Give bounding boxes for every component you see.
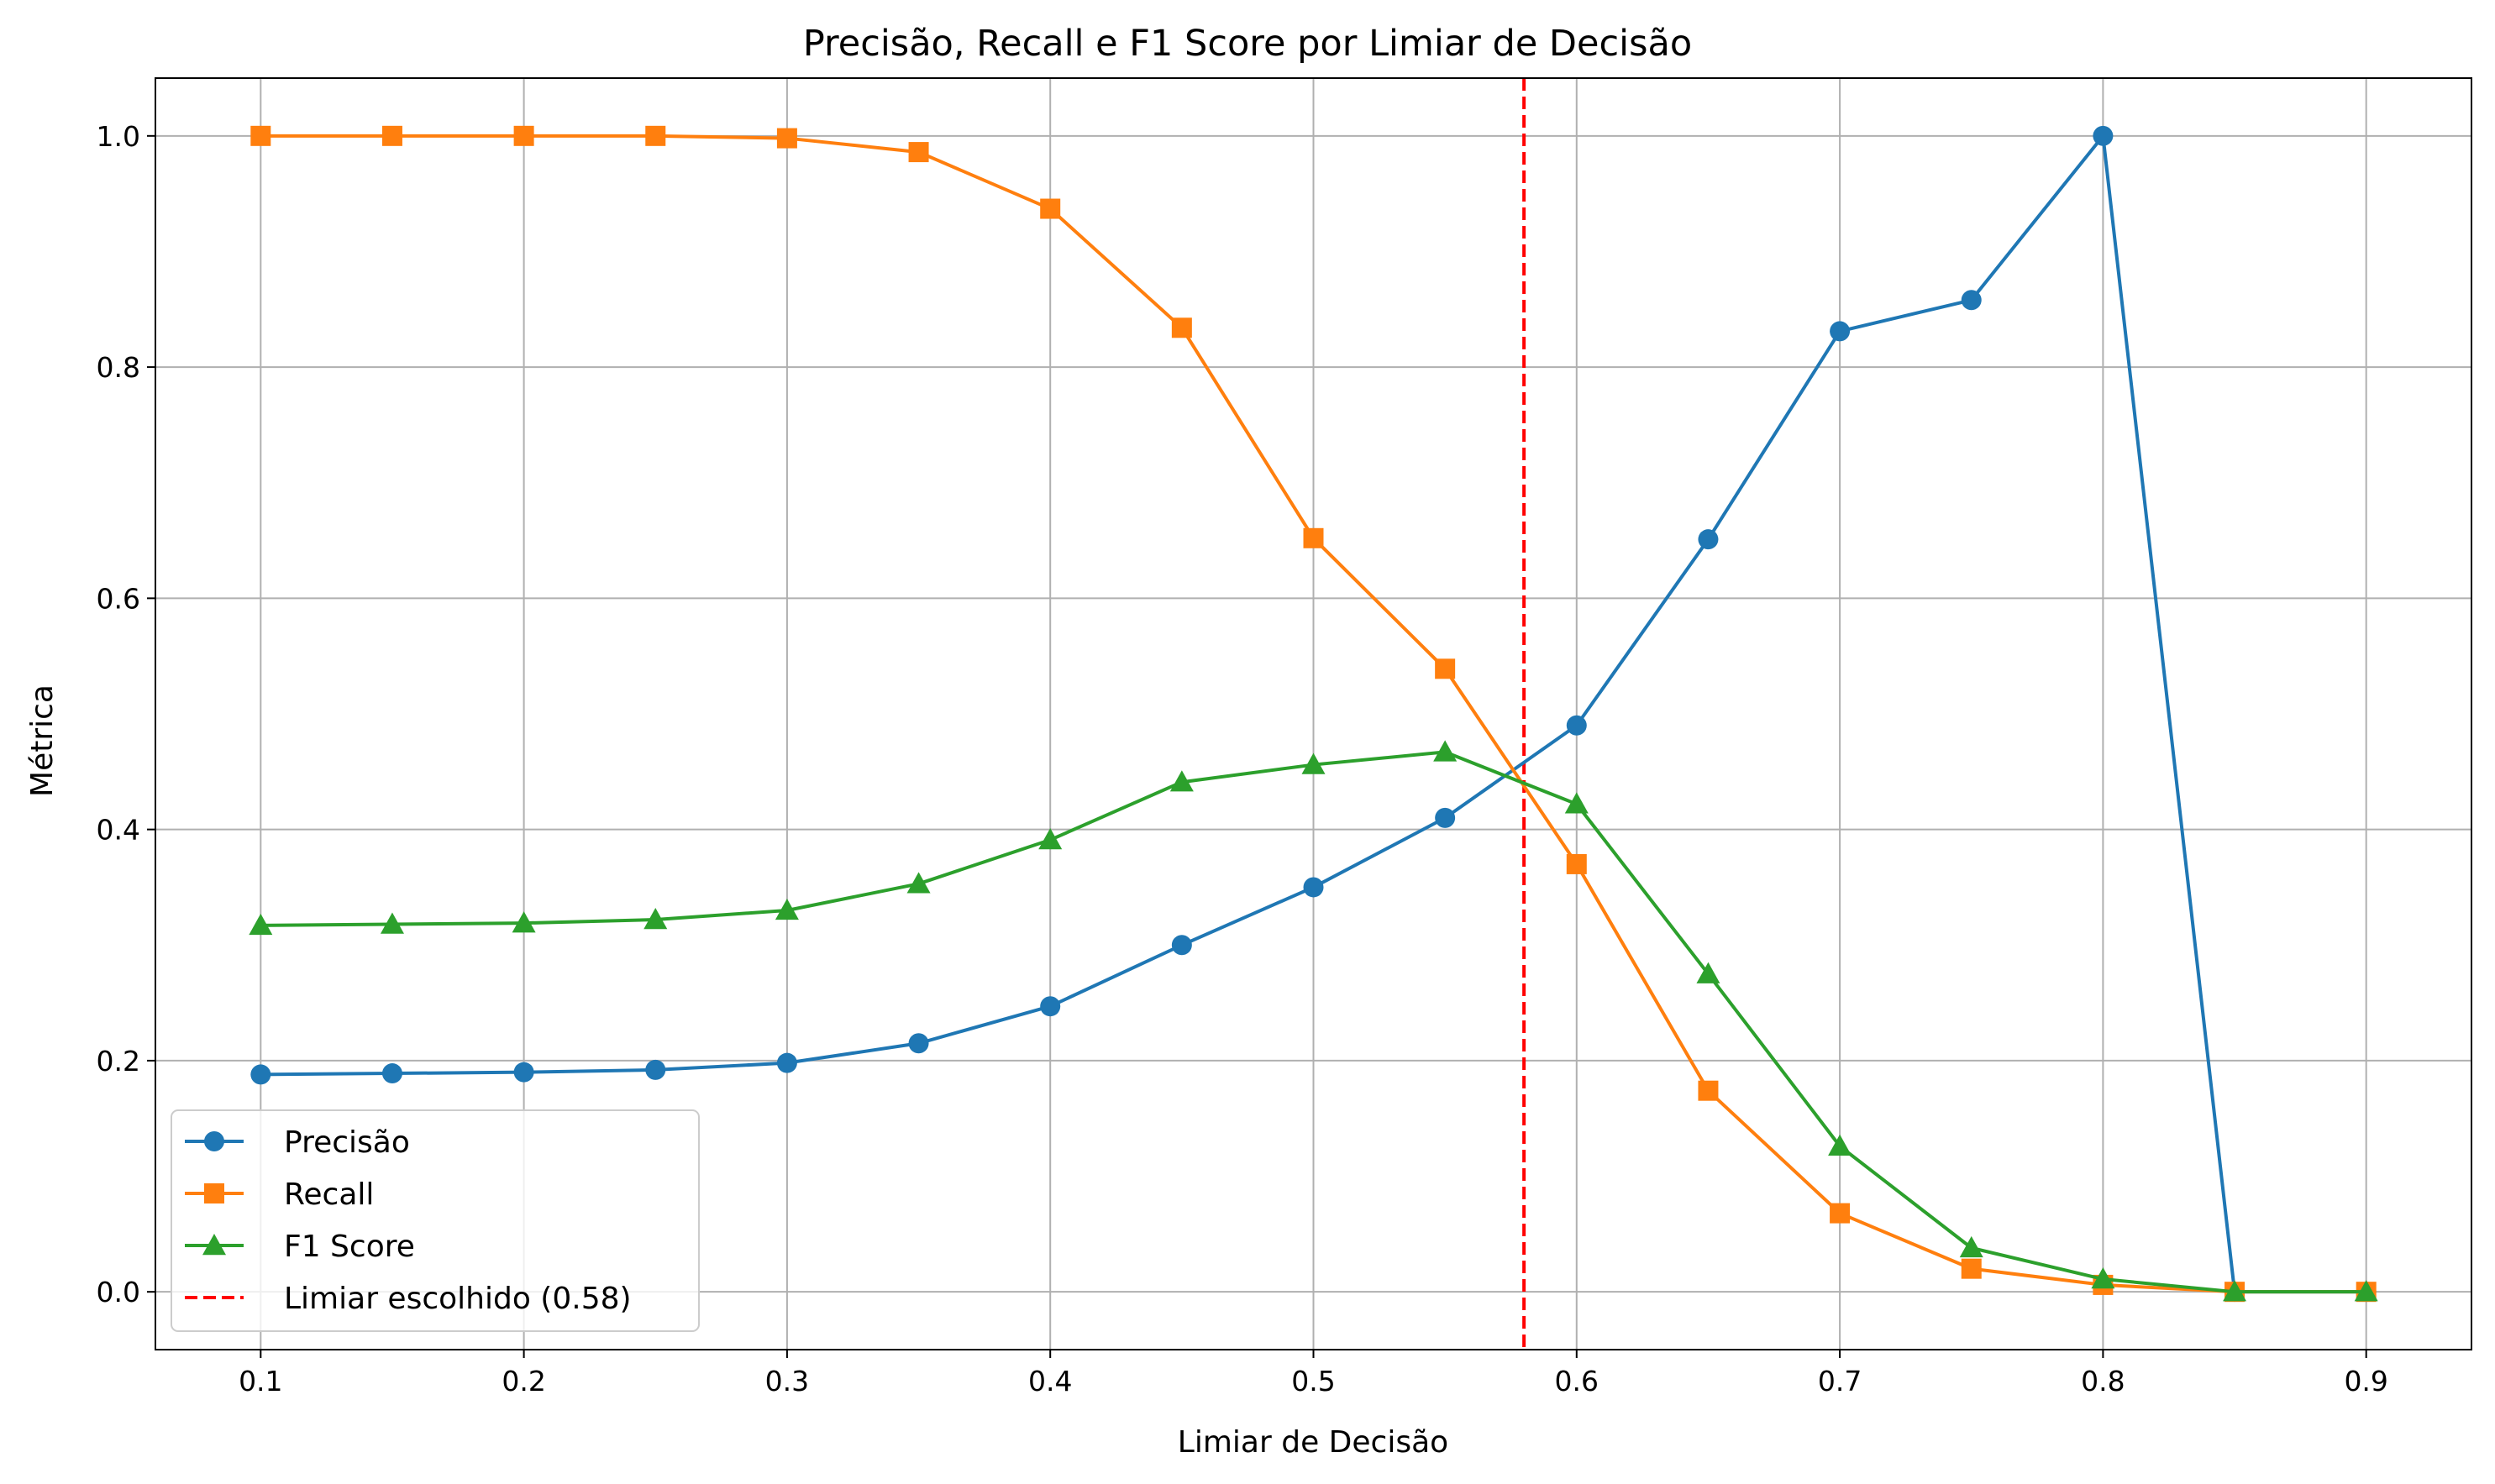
x-tick-label: 0.7 xyxy=(1818,1365,1862,1397)
data-point xyxy=(513,1062,534,1083)
data-point xyxy=(1169,770,1194,792)
legend-box xyxy=(171,1109,700,1332)
y-tick-label: 0.4 xyxy=(97,814,140,847)
data-point xyxy=(643,907,668,930)
y-tick-label: 0.8 xyxy=(97,351,140,384)
data-point xyxy=(1433,740,1458,762)
series-layer xyxy=(249,125,2378,1303)
data-point xyxy=(249,913,273,936)
x-tick-label: 0.1 xyxy=(239,1365,282,1397)
chart-title: Precisão, Recall e F1 Score por Limiar d… xyxy=(803,23,1692,65)
data-point xyxy=(1698,529,1719,550)
data-point xyxy=(1959,1235,1983,1258)
data-point xyxy=(1435,658,1456,679)
data-point xyxy=(380,912,404,934)
data-point xyxy=(645,1059,666,1080)
grid xyxy=(155,78,2471,1350)
data-point xyxy=(908,142,929,163)
data-point xyxy=(1696,962,1720,983)
data-point xyxy=(1040,996,1061,1017)
data-point xyxy=(1040,198,1061,219)
data-point xyxy=(1830,1203,1851,1224)
data-point xyxy=(513,125,534,146)
y-axis-label: Métrica xyxy=(25,684,60,797)
data-point xyxy=(775,898,799,920)
data-point xyxy=(512,911,536,933)
legend-marker xyxy=(204,1131,224,1151)
data-point xyxy=(1698,1080,1719,1101)
legend-item: Precisão xyxy=(185,1125,410,1160)
data-point xyxy=(381,125,402,146)
legend-marker xyxy=(202,1234,226,1256)
y-tick-label: 1.0 xyxy=(97,120,140,153)
data-point xyxy=(1564,792,1589,814)
data-point xyxy=(1171,317,1192,338)
y-tick-label: 0.2 xyxy=(97,1045,140,1078)
y-tick-label: 0.6 xyxy=(97,582,140,615)
ticks: 0.1 0.2 0.3 0.4 0.5 0.6 0.7 0.8 0.9 0.0 0.2 0.4 0.6 0… xyxy=(97,120,2388,1397)
data-point xyxy=(906,872,931,894)
data-point xyxy=(1303,527,1324,548)
legend-marker xyxy=(204,1183,224,1203)
x-tick-label: 0.5 xyxy=(1291,1365,1335,1397)
data-point xyxy=(2223,1280,2247,1302)
data-point xyxy=(2354,1280,2378,1302)
legend-label: Recall xyxy=(284,1177,374,1212)
data-point xyxy=(1303,877,1324,898)
data-point xyxy=(381,1063,402,1084)
data-point xyxy=(1435,807,1456,828)
data-point xyxy=(776,1052,797,1073)
x-tick-label: 0.9 xyxy=(2344,1365,2387,1397)
data-point xyxy=(1961,290,1982,311)
data-point xyxy=(1830,321,1851,342)
series-f1-score xyxy=(249,740,2378,1302)
legend-item: Recall xyxy=(185,1177,374,1212)
data-point xyxy=(1566,853,1587,874)
data-point xyxy=(645,125,666,146)
legend-item: F1 Score xyxy=(185,1230,415,1264)
legend-item: Limiar escolhido (0.58) xyxy=(185,1282,632,1316)
legend: Precisão Recall F1 Score Limiar escolhido (… xyxy=(171,1109,700,1332)
data-point xyxy=(1301,752,1326,774)
data-point xyxy=(1828,1134,1852,1156)
data-point xyxy=(2093,125,2114,146)
x-tick-label: 0.4 xyxy=(1028,1365,1072,1397)
y-tick-label: 0.0 xyxy=(97,1276,140,1308)
data-point xyxy=(1038,828,1063,850)
legend-label: Limiar escolhido (0.58) xyxy=(284,1282,632,1316)
x-tick-label: 0.6 xyxy=(1555,1365,1599,1397)
data-point xyxy=(2091,1267,2115,1289)
legend-label: Precisão xyxy=(284,1125,410,1160)
data-point xyxy=(908,1033,929,1054)
data-point xyxy=(250,1064,271,1085)
x-axis-label: Limiar de Decisão xyxy=(1178,1425,1448,1460)
data-point xyxy=(1961,1258,1982,1279)
data-point xyxy=(776,128,797,149)
x-tick-label: 0.8 xyxy=(2081,1365,2125,1397)
data-point xyxy=(1171,935,1192,956)
x-tick-label: 0.3 xyxy=(765,1365,809,1397)
data-point xyxy=(1566,715,1587,736)
x-tick-label: 0.2 xyxy=(502,1365,545,1397)
legend-label: F1 Score xyxy=(284,1230,415,1264)
data-point xyxy=(250,125,271,146)
